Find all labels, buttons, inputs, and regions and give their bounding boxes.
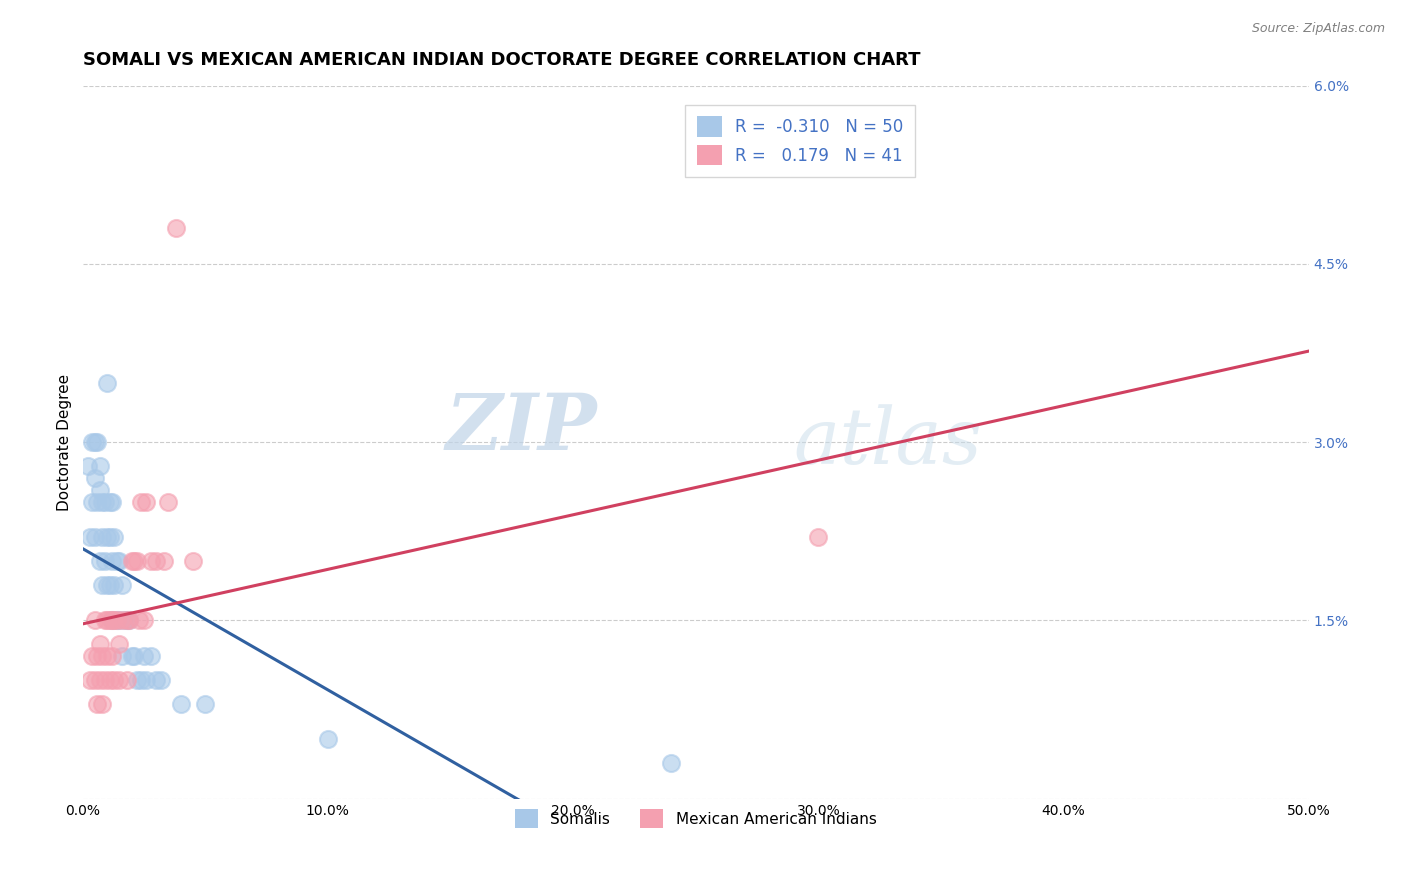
Point [79, 673, 101, 687]
Point [141, 554, 163, 568]
Point [76, 458, 98, 473]
Point [86, 494, 108, 508]
Point [91, 649, 114, 664]
Point [125, 554, 148, 568]
Point [807, 530, 830, 544]
Point [111, 649, 134, 664]
Point [115, 614, 138, 628]
Text: Source: ZipAtlas.com: Source: ZipAtlas.com [1251, 22, 1385, 36]
Point [91, 530, 114, 544]
Point [91, 494, 114, 508]
Point [141, 649, 163, 664]
Point [83, 530, 105, 544]
Point [98, 494, 121, 508]
Point [82, 494, 104, 508]
Point [96, 649, 118, 664]
Point [86, 649, 108, 664]
Point [145, 673, 167, 687]
Point [82, 435, 104, 450]
Point [115, 673, 138, 687]
Point [101, 649, 124, 664]
Legend: Somalis, Mexican American Indians: Somalis, Mexican American Indians [509, 803, 883, 834]
Point [91, 697, 114, 711]
Point [150, 673, 173, 687]
Point [103, 614, 125, 628]
Point [121, 554, 143, 568]
Point [122, 554, 145, 568]
Point [659, 756, 682, 771]
Text: SOMALI VS MEXICAN AMERICAN INDIAN DOCTORATE DEGREE CORRELATION CHART: SOMALI VS MEXICAN AMERICAN INDIAN DOCTOR… [83, 51, 920, 69]
Point [108, 614, 131, 628]
Point [135, 494, 157, 508]
Point [111, 614, 134, 628]
Point [108, 554, 131, 568]
Point [118, 614, 141, 628]
Point [93, 614, 115, 628]
Point [128, 614, 150, 628]
Point [86, 697, 108, 711]
Point [103, 578, 125, 592]
Point [122, 649, 145, 664]
Point [105, 614, 128, 628]
Point [83, 435, 105, 450]
Point [89, 483, 111, 497]
Point [91, 578, 114, 592]
Point [112, 614, 135, 628]
Point [98, 614, 121, 628]
Text: atlas: atlas [794, 404, 983, 480]
Point [83, 673, 105, 687]
Point [165, 221, 187, 235]
Point [83, 471, 105, 485]
Point [103, 673, 125, 687]
Point [108, 637, 131, 651]
Point [135, 673, 157, 687]
Point [101, 494, 124, 508]
Point [93, 494, 115, 508]
Point [111, 578, 134, 592]
Point [105, 554, 128, 568]
Point [103, 530, 125, 544]
Text: ZIP: ZIP [446, 390, 598, 467]
Point [115, 614, 138, 628]
Point [96, 578, 118, 592]
Point [145, 554, 167, 568]
Point [118, 614, 141, 628]
Point [101, 614, 124, 628]
Point [131, 494, 153, 508]
Point [93, 554, 115, 568]
Point [194, 697, 217, 711]
Point [125, 673, 148, 687]
Point [96, 614, 118, 628]
Point [89, 637, 111, 651]
Point [96, 530, 118, 544]
Point [152, 554, 174, 568]
Point [101, 614, 124, 628]
Point [93, 673, 115, 687]
Point [101, 554, 124, 568]
Point [89, 673, 111, 687]
Point [86, 435, 108, 450]
Point [132, 649, 155, 664]
Point [132, 614, 155, 628]
Point [98, 673, 121, 687]
Point [181, 554, 204, 568]
Point [89, 554, 111, 568]
Y-axis label: Doctorate Degree: Doctorate Degree [58, 374, 72, 511]
Point [170, 697, 193, 711]
Point [131, 673, 153, 687]
Point [157, 494, 180, 508]
Point [316, 732, 339, 747]
Point [98, 578, 121, 592]
Point [82, 649, 104, 664]
Point [108, 673, 131, 687]
Point [83, 614, 105, 628]
Point [79, 530, 101, 544]
Point [89, 458, 111, 473]
Point [98, 530, 121, 544]
Point [121, 649, 143, 664]
Point [105, 614, 128, 628]
Point [96, 376, 118, 390]
